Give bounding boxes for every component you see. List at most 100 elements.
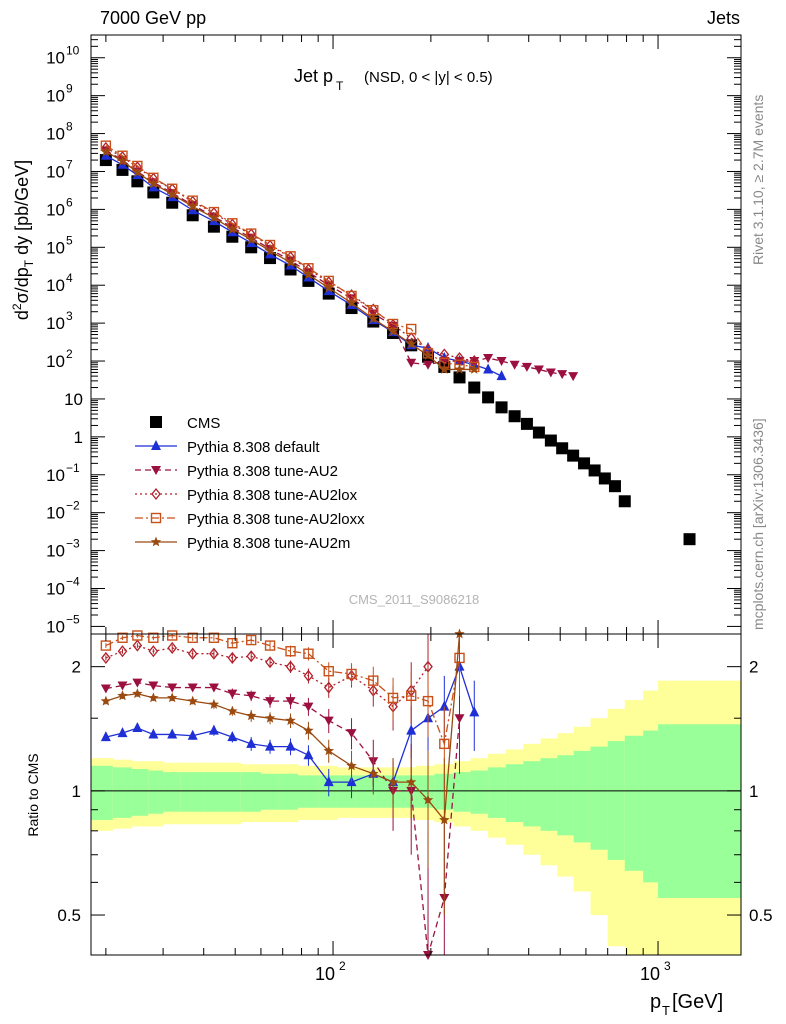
ratio-point-AU2loxx bbox=[387, 692, 399, 704]
point-AU2loxx bbox=[406, 323, 417, 335]
series-line-AU2lox bbox=[105, 147, 475, 362]
point-CMS bbox=[532, 426, 545, 439]
point-AU2 bbox=[533, 365, 544, 375]
ratio-line-AU2 bbox=[105, 681, 461, 956]
legend-entry-AU2loxx: Pythia 8.308 tune-AU2loxx bbox=[135, 511, 365, 528]
ratio-point-AU2loxx bbox=[167, 630, 178, 641]
ratio-point-AU2loxx bbox=[117, 632, 128, 643]
ratio-point-AU2m bbox=[368, 768, 379, 779]
point-AU2m bbox=[368, 313, 379, 324]
ratio-point-AU2loxx bbox=[303, 648, 314, 659]
ratio-point-default bbox=[246, 737, 257, 748]
ratio-point-AU2m bbox=[187, 695, 198, 706]
band-inner-bin bbox=[163, 772, 182, 812]
ratio-point-AU2m bbox=[227, 705, 238, 716]
point-CMS bbox=[598, 472, 611, 485]
ratio-point-AU2m bbox=[285, 715, 296, 726]
ratio-point-AU2loxx bbox=[406, 690, 417, 701]
ratio-point-AU2m bbox=[439, 814, 450, 825]
point-AU2 bbox=[545, 368, 556, 378]
ratio-point-AU2lox bbox=[265, 656, 275, 669]
ratio-point-AU2 bbox=[187, 683, 198, 693]
ratio-point-AU2 bbox=[148, 681, 159, 691]
ratio-point-AU2lox bbox=[285, 660, 296, 673]
y-tick-label: 10 bbox=[46, 49, 65, 68]
band-inner-bin bbox=[203, 772, 224, 812]
ratio-point-AU2m bbox=[167, 692, 178, 703]
ratio-point-default bbox=[148, 728, 159, 739]
xlabel-main: p bbox=[650, 991, 661, 1013]
x-tick-label: 10 bbox=[640, 964, 660, 984]
ratio-point-AU2m bbox=[208, 698, 220, 709]
legend-entry-CMS: CMS bbox=[150, 415, 220, 432]
point-CMS bbox=[495, 401, 508, 414]
ratio-point-default bbox=[469, 706, 480, 717]
y-tick-label: 10 bbox=[46, 162, 65, 181]
ratio-point-AU2 bbox=[454, 714, 465, 724]
ratio-point-default bbox=[187, 729, 198, 740]
y-tick-label: 10 bbox=[46, 466, 65, 485]
legend-entry-AU2lox: Pythia 8.308 tune-AU2lox bbox=[135, 487, 358, 504]
y-tick-label: 10 bbox=[46, 314, 65, 333]
ratio-point-AU2loxx bbox=[100, 640, 112, 651]
ratio-point-AU2 bbox=[227, 689, 238, 699]
series-AU2m bbox=[100, 146, 480, 374]
ratio-point-AU2m bbox=[323, 745, 334, 756]
ratio-point-default bbox=[406, 724, 417, 735]
point-default bbox=[483, 363, 494, 374]
ratio-point-AU2 bbox=[303, 702, 314, 712]
ratio-point-AU2m bbox=[422, 794, 434, 805]
ratio-point-AU2loxx bbox=[148, 632, 159, 643]
ratio-point-AU2lox bbox=[117, 645, 128, 658]
y-tick-label-exponent: 9 bbox=[66, 82, 73, 96]
point-AU2m bbox=[264, 245, 276, 256]
y-tick-label-exponent: 4 bbox=[66, 271, 73, 285]
ratio-point-AU2m bbox=[100, 695, 112, 706]
rivet-version-label: Rivet 3.1.10, ≥ 2.7M events bbox=[750, 95, 766, 265]
band-inner-bin bbox=[318, 775, 338, 808]
ratio-panel-frame bbox=[90, 633, 742, 956]
ratio-y-tick-label-right: 1 bbox=[749, 782, 758, 801]
band-inner-bin bbox=[453, 772, 472, 812]
point-AU2 bbox=[521, 362, 532, 372]
legend-label-AU2: Pythia 8.308 tune-AU2 bbox=[187, 463, 338, 480]
band-inner-bin bbox=[658, 724, 742, 898]
ratio-point-AU2loxx bbox=[132, 630, 143, 641]
point-AU2m bbox=[303, 269, 314, 280]
band-inner-bin bbox=[180, 772, 205, 812]
band-inner-bin bbox=[91, 765, 114, 820]
chart-title-sub: T bbox=[336, 79, 344, 93]
point-AU2 bbox=[557, 370, 568, 380]
x-axis-label: p T [GeV] bbox=[650, 991, 723, 1018]
y-tick-label: 10 bbox=[46, 276, 65, 295]
ylabel-part-sub: T bbox=[22, 259, 36, 267]
point-CMS bbox=[508, 410, 521, 423]
ratio-point-AU2loxx bbox=[285, 646, 296, 657]
y-tick-label: 10 bbox=[46, 87, 65, 106]
y-tick-label-exponent: 2 bbox=[66, 347, 73, 361]
ratio-point-AU2m bbox=[454, 628, 465, 639]
point-AU2m bbox=[454, 363, 465, 374]
point-CMS bbox=[453, 371, 466, 384]
chart-title-main: Jet p bbox=[294, 66, 333, 86]
legend-marker-default bbox=[151, 440, 161, 450]
ratio-point-AU2 bbox=[246, 691, 257, 701]
point-default bbox=[423, 342, 434, 353]
band-inner-bin bbox=[297, 775, 319, 808]
y-tick-label-exponent: 7 bbox=[66, 157, 73, 171]
ratio-point-default bbox=[117, 727, 128, 738]
ratio-y-axis-label: Ratio to CMS bbox=[25, 753, 41, 836]
point-AU2m bbox=[323, 282, 334, 293]
point-AU2m bbox=[208, 212, 220, 223]
ratio-point-AU2m bbox=[117, 690, 128, 701]
ratio-point-AU2loxx bbox=[264, 640, 276, 651]
legend-marker-AU2lox bbox=[151, 487, 161, 501]
ratio-y-tick-label-right: 0.5 bbox=[749, 906, 773, 925]
ratio-panel-series bbox=[100, 628, 480, 960]
point-AU2m bbox=[469, 363, 480, 374]
mcplots-label: mcplots.cern.ch [arXiv:1306.3436] bbox=[750, 418, 766, 630]
y-tick-label-exponent: −5 bbox=[66, 612, 80, 626]
band-inner-bin bbox=[557, 755, 575, 836]
point-AU2 bbox=[568, 372, 579, 382]
point-AU2lox bbox=[439, 348, 450, 361]
